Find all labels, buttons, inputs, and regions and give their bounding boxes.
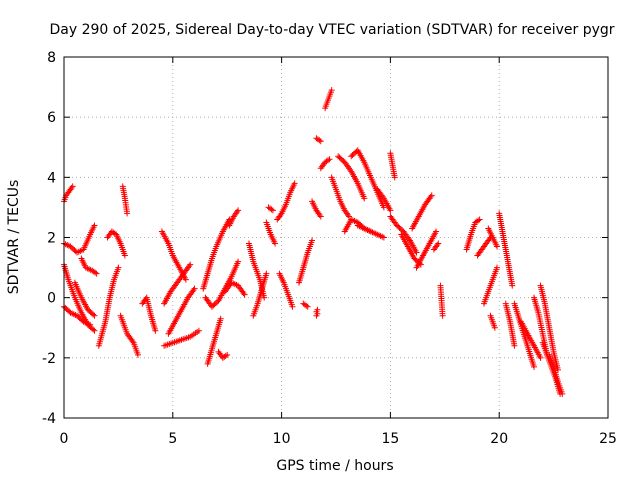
x-tick-label: 10 xyxy=(273,431,291,447)
data-point-marker xyxy=(391,174,398,181)
data-point-marker xyxy=(268,206,275,213)
data-point-marker xyxy=(413,249,420,256)
y-tick-label: 4 xyxy=(47,170,56,186)
data-point-marker xyxy=(361,195,368,202)
data-point-marker xyxy=(263,270,270,277)
data-point-marker xyxy=(346,213,353,220)
y-tick-label: 2 xyxy=(47,231,56,247)
y-tick-label: 8 xyxy=(47,50,56,66)
y-tick-label: -4 xyxy=(42,411,56,427)
data-point-marker xyxy=(476,216,483,223)
data-point-marker xyxy=(235,258,242,265)
data-point-marker xyxy=(494,264,501,271)
x-tick-label: 25 xyxy=(599,431,617,447)
data-point-marker xyxy=(92,269,99,276)
data-point-marker xyxy=(235,207,242,214)
x-tick-labels: 0 5 10 15 20 25 xyxy=(60,431,617,447)
data-point-marker xyxy=(289,303,296,310)
data-point-marker xyxy=(187,261,194,268)
data-point-marker xyxy=(269,207,276,214)
data-point-marker xyxy=(328,87,335,94)
x-tick-label: 15 xyxy=(381,431,399,447)
data-point-marker xyxy=(93,270,100,277)
data-point-marker xyxy=(195,327,202,334)
data-point-marker xyxy=(433,228,440,235)
y-axis-label: SDTVAR / TECUs xyxy=(6,180,22,295)
data-point-marker xyxy=(121,252,128,259)
data-point-marker xyxy=(115,264,122,271)
data-point-marker xyxy=(182,276,189,283)
x-tick-label: 0 xyxy=(60,431,69,447)
data-point-marker xyxy=(317,213,324,220)
data-point-marker xyxy=(314,306,321,313)
data-point-marker xyxy=(222,352,229,359)
data-point-marker xyxy=(326,156,333,163)
grid xyxy=(64,57,608,418)
data-points xyxy=(61,87,566,397)
y-tick-labels: -4 -2 0 2 4 6 8 xyxy=(42,50,56,427)
data-point-marker xyxy=(494,243,501,250)
x-tick-label: 20 xyxy=(490,431,508,447)
data-point-marker xyxy=(531,363,538,370)
data-point-marker xyxy=(87,321,94,328)
data-point-marker xyxy=(91,312,98,319)
x-axis-label: GPS time / hours xyxy=(276,458,393,474)
y-tick-label: 0 xyxy=(47,291,56,307)
data-point-marker xyxy=(387,207,394,214)
data-point-marker xyxy=(380,234,387,241)
data-point-marker xyxy=(435,240,442,247)
chart-title: Day 290 of 2025, Sidereal Day-to-day VTE… xyxy=(49,22,614,38)
y-tick-label: -2 xyxy=(42,351,56,367)
data-point-marker xyxy=(475,217,482,224)
data-point-marker xyxy=(511,342,518,349)
data-point-marker xyxy=(91,327,98,334)
data-point-marker xyxy=(152,327,159,334)
data-point-marker xyxy=(69,183,76,190)
data-point-marker xyxy=(491,324,498,331)
data-point-marker xyxy=(325,157,332,164)
data-point-marker xyxy=(304,303,311,310)
data-point-marker xyxy=(124,210,131,217)
data-point-marker xyxy=(90,311,97,318)
data-point-marker xyxy=(91,222,98,229)
data-point-marker xyxy=(559,390,566,397)
data-point-marker xyxy=(241,291,248,298)
data-point-marker xyxy=(134,351,141,358)
data-point-marker xyxy=(316,137,323,144)
data-point-marker xyxy=(90,326,97,333)
data-point-marker xyxy=(554,366,561,373)
data-point-marker xyxy=(224,351,231,358)
data-point-marker xyxy=(537,354,544,361)
x-tick-label: 5 xyxy=(168,431,177,447)
y-tick-label: 6 xyxy=(47,110,56,126)
data-point-marker xyxy=(191,285,198,292)
data-point-marker xyxy=(291,180,298,187)
data-point-marker xyxy=(303,302,310,309)
data-point-marker xyxy=(317,138,324,145)
data-point-marker xyxy=(309,237,316,244)
data-point-marker xyxy=(428,192,435,199)
plot-frame xyxy=(63,56,609,419)
data-point-marker xyxy=(509,282,516,289)
data-point-marker xyxy=(439,312,446,319)
data-point-marker xyxy=(217,315,224,322)
data-point-marker xyxy=(272,240,279,247)
